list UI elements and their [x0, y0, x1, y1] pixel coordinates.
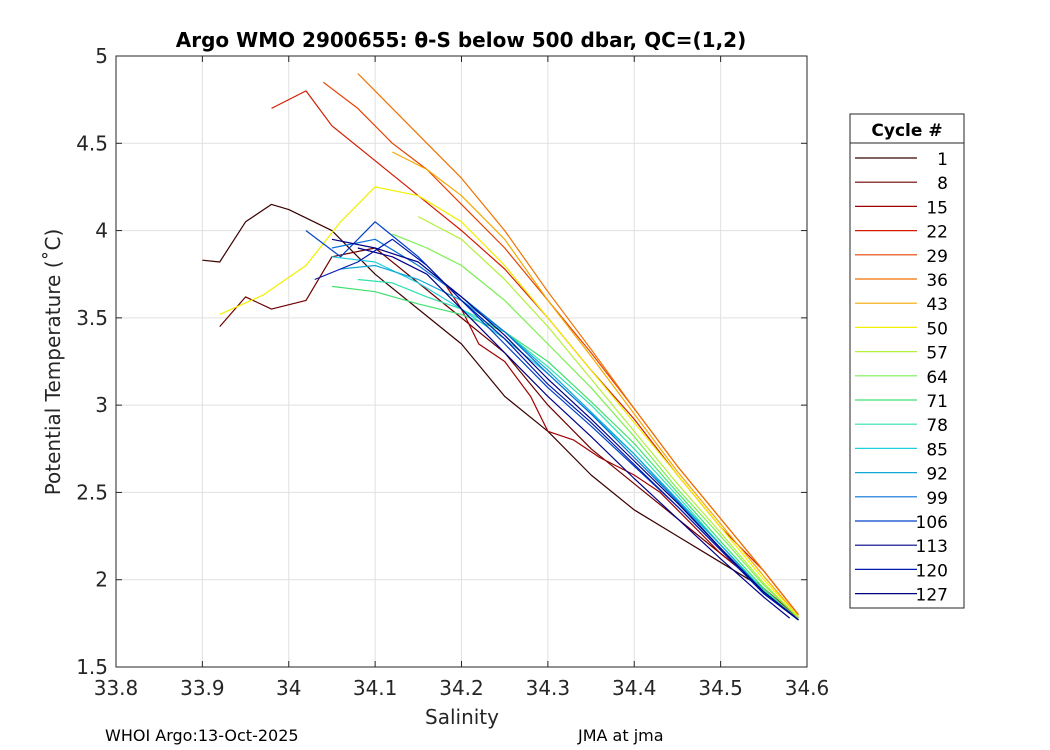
- y-tick-label: 1.5: [76, 655, 108, 679]
- legend-entry-label: 127: [916, 586, 948, 606]
- legend-entry-label: 8: [937, 174, 948, 194]
- series-lines: [202, 73, 799, 621]
- legend-entry-label: 22: [926, 223, 948, 243]
- legend-entry-label: 85: [926, 440, 948, 460]
- x-tick-label: 34.3: [526, 676, 571, 700]
- chart-title: Argo WMO 2900655: θ-S below 500 dbar, QC…: [176, 28, 746, 52]
- y-tick-label: 5: [95, 44, 108, 68]
- legend-box: [849, 113, 965, 609]
- series-line-cycle-113: [357, 247, 791, 619]
- y-tick-label: 3: [95, 393, 108, 417]
- x-axis-label: Salinity: [425, 705, 499, 729]
- legend-entry-label: 15: [926, 198, 948, 218]
- series-line-cycle-120: [314, 238, 799, 621]
- legend-entry-label: 64: [926, 368, 948, 388]
- x-tick-label: 34.6: [785, 676, 830, 700]
- legend-entry-label: 92: [926, 465, 948, 485]
- legend-entries: 1 8 15 22 29 36 43 50 57 64 71 78 85 92 99 106 113 120 127: [855, 150, 948, 606]
- legend-entry-label: 57: [926, 344, 948, 364]
- series-line-cycle-15: [443, 282, 799, 619]
- series-line-cycle-1: [202, 203, 799, 619]
- x-tick-label: 34.1: [353, 676, 398, 700]
- legend-entry-label: 106: [916, 513, 948, 533]
- series-line-cycle-92: [340, 264, 799, 621]
- series-line-cycle-71: [331, 285, 799, 621]
- legend-entry-label: 50: [926, 319, 948, 339]
- series-line-cycle-8: [219, 247, 799, 619]
- footer-source: WHOI Argo:13-Oct-2025: [105, 726, 299, 745]
- legend-entry-label: 113: [916, 537, 948, 557]
- series-line-cycle-36: [357, 73, 799, 615]
- x-tick-label: 34.5: [698, 676, 743, 700]
- y-tick-label: 4: [95, 219, 108, 243]
- legend-entry-label: 120: [916, 561, 948, 581]
- y-tick-label: 3.5: [76, 306, 108, 330]
- y-tick-label: 4.5: [76, 131, 108, 155]
- legend-entry-label: 78: [926, 416, 948, 436]
- legend-entry-label: 99: [926, 489, 948, 509]
- y-tick-label: 2: [95, 568, 108, 592]
- series-line-cycle-43: [392, 151, 799, 617]
- x-tick-label: 34.2: [439, 676, 484, 700]
- x-tick-label: 33.8: [94, 676, 139, 700]
- legend-title: Cycle #: [871, 121, 942, 141]
- x-tick-label: 34.4: [612, 676, 657, 700]
- legend-entry-label: 1: [937, 150, 948, 170]
- series-line-cycle-50: [219, 186, 799, 617]
- y-axis-label: Potential Temperature (˚C): [41, 229, 65, 496]
- legend-entry-label: 36: [926, 271, 948, 291]
- y-tick-label: 2.5: [76, 480, 108, 504]
- legend-entry-label: 71: [926, 392, 948, 412]
- footer-credit: JMA at jma: [578, 726, 664, 745]
- x-tick-label: 33.9: [180, 676, 225, 700]
- x-tick-label: 34: [276, 676, 301, 700]
- series-line-cycle-64: [392, 233, 799, 619]
- series-line-cycle-127: [331, 238, 799, 621]
- legend: Cycle # 18152229364350576471788592991061…: [849, 113, 965, 609]
- series-line-cycle-57: [418, 216, 799, 619]
- axis-ticks: 33.8 33.9 34 34.1 34.2 34.3 34.4 34.5 34.61.522.…: [76, 44, 829, 700]
- legend-entry-label: 29: [926, 247, 948, 267]
- legend-entry-label: 43: [926, 295, 948, 315]
